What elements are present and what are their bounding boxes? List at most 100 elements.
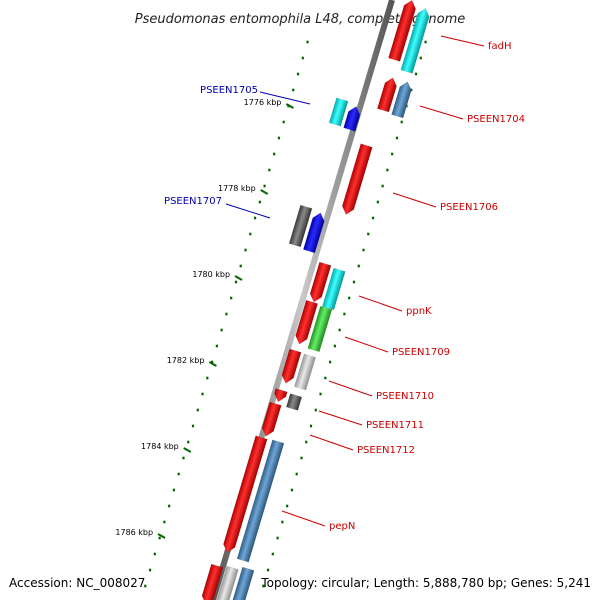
- ring-dot: [262, 584, 265, 588]
- gene-leader-line: [259, 91, 311, 105]
- gene-arrow[interactable]: [260, 401, 282, 438]
- ring-dot: [309, 424, 313, 428]
- gene-label[interactable]: PSEEN1711: [366, 420, 424, 431]
- ring-dot: [215, 344, 218, 348]
- ring-dot: [258, 200, 261, 204]
- gene-label[interactable]: pepN: [329, 521, 355, 532]
- ring-dot: [282, 120, 285, 124]
- gene-arrow[interactable]: [236, 439, 285, 563]
- ring-dot: [319, 392, 322, 396]
- ring-dot: [367, 232, 370, 236]
- ring-dot: [292, 88, 295, 92]
- ring-dot: [357, 264, 360, 268]
- ring-dot: [386, 168, 389, 172]
- scale-tick: [157, 533, 166, 539]
- gene-arrow[interactable]: [215, 565, 239, 600]
- ring-dot: [329, 360, 332, 364]
- scale-tick: [183, 447, 192, 453]
- ring-dot: [277, 136, 281, 140]
- gene-arrow[interactable]: [286, 393, 303, 411]
- ring-dot: [201, 392, 204, 396]
- gene-features: [200, 0, 431, 600]
- ring-dot: [191, 424, 195, 428]
- scale-tick-label: 1782 kbp: [167, 356, 205, 365]
- gene-leader-line: [440, 35, 485, 47]
- gene-leader-line: [392, 192, 437, 208]
- ring-dot: [268, 168, 271, 172]
- gene-arrow[interactable]: [340, 143, 373, 216]
- ring-dot: [300, 456, 303, 460]
- ring-dot: [196, 408, 199, 412]
- ring-dot: [301, 56, 304, 60]
- gene-arrow[interactable]: [400, 7, 431, 74]
- ring-dot: [348, 296, 351, 300]
- gene-label[interactable]: PSEEN1712: [357, 445, 415, 456]
- gene-leader-line: [328, 380, 373, 397]
- gene-label[interactable]: fadH: [488, 41, 512, 52]
- gene-arrow[interactable]: [294, 353, 316, 391]
- gene-label[interactable]: PSEEN1704: [467, 114, 525, 125]
- gene-arrow[interactable]: [343, 105, 362, 132]
- ring-dot: [158, 536, 161, 540]
- gene-arrow[interactable]: [377, 76, 398, 113]
- ring-dot: [352, 280, 356, 284]
- gene-arrow[interactable]: [307, 305, 333, 353]
- ring-dot: [286, 504, 289, 508]
- ring-dot: [234, 280, 238, 284]
- tick-rings: [144, 40, 427, 588]
- ring-dot: [220, 328, 223, 332]
- gene-arrow[interactable]: [328, 97, 349, 127]
- ring-dot: [333, 344, 336, 348]
- ring-dot: [187, 440, 190, 444]
- gene-label[interactable]: PSEEN1710: [376, 391, 434, 402]
- ring-dot: [424, 40, 427, 44]
- gene-label[interactable]: PSEEN1705: [200, 85, 258, 96]
- gene-arrow[interactable]: [303, 211, 326, 254]
- gene-leader-line: [225, 203, 271, 219]
- ring-dot: [395, 136, 399, 140]
- gene-arrow[interactable]: [294, 299, 318, 346]
- gene-arrow[interactable]: [322, 267, 346, 311]
- gene-arrow[interactable]: [230, 566, 255, 600]
- ring-dot: [343, 312, 346, 316]
- scale-tick: [285, 103, 294, 109]
- ring-dot: [253, 216, 257, 220]
- gene-label[interactable]: PSEEN1706: [440, 202, 498, 213]
- gene-arrow[interactable]: [272, 388, 288, 404]
- gene-labels: fadH PSEEN1704 PSEEN1705 PSEEN1706 PSEEN1707…: [164, 35, 525, 532]
- ring-dot: [206, 376, 209, 380]
- ring-dot: [144, 584, 147, 588]
- gene-arrow[interactable]: [391, 80, 414, 119]
- ring-dot: [281, 520, 284, 524]
- gene-arrow[interactable]: [288, 204, 313, 248]
- gene-arrow[interactable]: [308, 261, 332, 304]
- ring-dot: [148, 568, 152, 572]
- scale-tick-label: 1778 kbp: [218, 184, 256, 193]
- ring-dot: [400, 120, 403, 124]
- gene-leader-line: [318, 410, 363, 426]
- ring-dot: [266, 568, 270, 572]
- gene-arrow[interactable]: [221, 435, 268, 554]
- gene-label[interactable]: PSEEN1707: [164, 196, 222, 207]
- scale-tick-label: 1780 kbp: [192, 270, 230, 279]
- ring-dot: [244, 248, 247, 252]
- gene-label[interactable]: PSEEN1709: [392, 347, 450, 358]
- ring-dot: [225, 312, 228, 316]
- ring-dot: [239, 264, 242, 268]
- ring-dot: [362, 248, 365, 252]
- ring-dot: [419, 56, 422, 60]
- ring-dot: [290, 488, 294, 492]
- gene-arrow[interactable]: [200, 563, 224, 600]
- gene-leader-line: [419, 105, 464, 120]
- ring-dot: [324, 376, 327, 380]
- scale-tick-label: 1786 kbp: [115, 528, 153, 537]
- gene-label[interactable]: ppnK: [406, 306, 432, 317]
- scale-tick-label: 1784 kbp: [141, 442, 179, 451]
- ring-dot: [163, 520, 166, 524]
- gene-leader-line: [309, 434, 354, 451]
- gene-arrow[interactable]: [280, 348, 302, 385]
- gene-arrow[interactable]: [388, 0, 417, 62]
- gene-leader-line: [281, 510, 326, 527]
